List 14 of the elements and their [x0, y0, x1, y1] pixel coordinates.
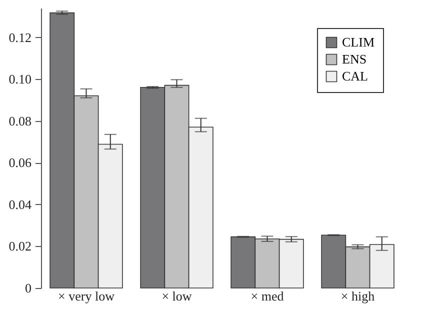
- y-tick-label: 0.04: [8, 196, 32, 212]
- y-tick-label: 0.10: [8, 72, 32, 87]
- y-tick-label: 0.08: [8, 113, 32, 128]
- x-tick-label: × high: [340, 288, 376, 304]
- y-tick-label: 0.06: [8, 155, 32, 170]
- legend-label: CAL: [342, 68, 368, 84]
- legend-label: CLIM: [342, 34, 375, 50]
- legend-label: ENS: [342, 52, 367, 66]
- x-tick-label: × very low: [58, 288, 116, 304]
- y-tick-label: 0: [25, 280, 32, 296]
- y-tick-label: 0.02: [8, 238, 32, 254]
- x-tick-label: × med: [250, 288, 284, 304]
- y-tick-label: 0.12: [8, 30, 32, 45]
- x-tick-label: × low: [162, 288, 192, 304]
